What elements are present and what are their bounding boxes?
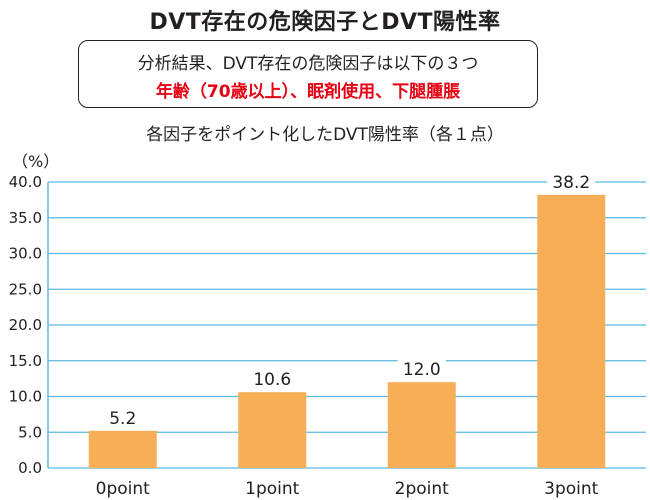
bar-value-label-background — [98, 404, 147, 427]
bar-value-label: 10.6 — [253, 370, 291, 390]
x-category-label: 0point — [96, 479, 151, 499]
y-axis-unit-label: （%） — [12, 152, 60, 171]
y-tick-label: 30.0 — [9, 245, 42, 263]
y-tick-label: 40.0 — [9, 173, 42, 191]
y-tick-label: 20.0 — [9, 316, 42, 334]
y-tick-label: 10.0 — [9, 388, 42, 406]
y-tick-label: 5.0 — [18, 423, 42, 441]
x-category-label: 3point — [544, 479, 599, 499]
y-tick-label: 25.0 — [9, 280, 42, 298]
bar — [88, 430, 157, 468]
bar-value-label: 12.0 — [403, 360, 441, 380]
x-category-label: 2point — [395, 479, 450, 499]
chart-title: DVT存在の危険因子とDVT陽性率 — [149, 10, 501, 35]
bar-value-label: 5.2 — [109, 409, 136, 429]
analysis-note-text: 分析結果、DVT存在の危険因子は以下の３つ — [137, 54, 479, 74]
bar — [387, 382, 456, 468]
bar — [238, 392, 307, 468]
bar-value-label: 38.2 — [552, 173, 590, 193]
bar-value-label-background — [547, 168, 596, 191]
bar-value-label-background — [248, 366, 297, 389]
chart-subtitle: 各因子をポイント化したDVT陽性率（各１点） — [146, 125, 504, 145]
bar — [537, 194, 606, 468]
bar-value-label-background — [397, 356, 446, 379]
risk-factors-text: 年齢（70歳以上）、眠剤使用、下腿腫脹 — [155, 82, 461, 102]
x-category-label: 1point — [245, 479, 300, 499]
analysis-note-box: 分析結果、DVT存在の危険因子は以下の３つ 年齢（70歳以上）、眠剤使用、下腿腫… — [78, 40, 538, 108]
y-tick-label: 35.0 — [9, 209, 42, 227]
y-tick-label: 15.0 — [9, 352, 42, 370]
y-tick-label: 0.0 — [18, 459, 42, 477]
